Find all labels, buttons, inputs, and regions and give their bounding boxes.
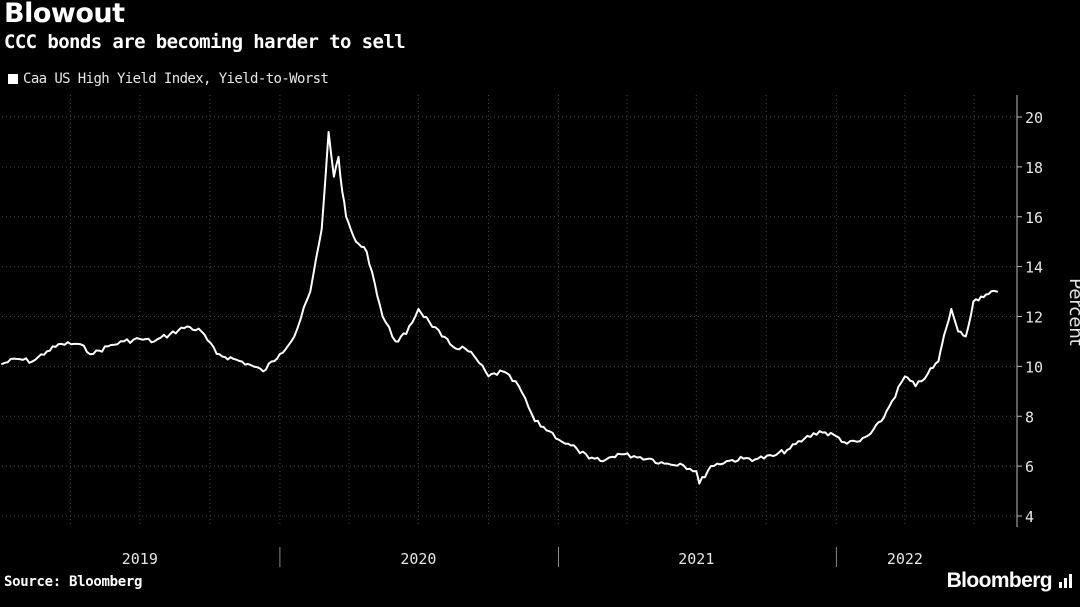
y-tick-label: 10 <box>1025 358 1043 376</box>
y-tick-label: 16 <box>1025 209 1043 227</box>
y-tick-label: 8 <box>1025 408 1034 426</box>
x-tick-label: 2019 <box>122 550 158 568</box>
plot-area <box>1 131 998 485</box>
x-tick-label: 2020 <box>400 550 436 568</box>
axis-labels: 4 6 8 10 12 14 16 18 20 Percent 2019 2020 2021 2022 <box>122 109 1080 568</box>
y-tick-label: 14 <box>1025 259 1043 277</box>
legend-label: Caa US High Yield Index, Yield-to-Worst <box>23 71 329 87</box>
y-tick-label: 6 <box>1025 458 1034 476</box>
x-tick-label: 2022 <box>887 550 923 568</box>
y-tick-label: 12 <box>1025 309 1043 327</box>
legend: Caa US High Yield Index, Yield-to-Worst <box>8 71 329 87</box>
legend-swatch <box>8 74 18 84</box>
grid <box>2 95 1017 525</box>
chart-title: Blowout <box>4 0 125 29</box>
bloomberg-chart-icon <box>1059 574 1072 588</box>
series-line-caa-yield <box>1 131 998 485</box>
y-tick-label: 20 <box>1025 109 1043 127</box>
source-note: Source: Bloomberg <box>4 574 143 590</box>
x-tick-label: 2021 <box>678 550 714 568</box>
y-tick-label: 4 <box>1025 508 1034 526</box>
brand-name: Bloomberg <box>946 569 1053 592</box>
y-tick-label: 18 <box>1025 159 1043 177</box>
axes <box>279 95 1022 567</box>
chart-subtitle: CCC bonds are becoming harder to sell <box>4 31 406 53</box>
y-axis-title: Percent <box>1065 278 1080 346</box>
brand-logo: Bloomberg <box>947 569 1074 593</box>
